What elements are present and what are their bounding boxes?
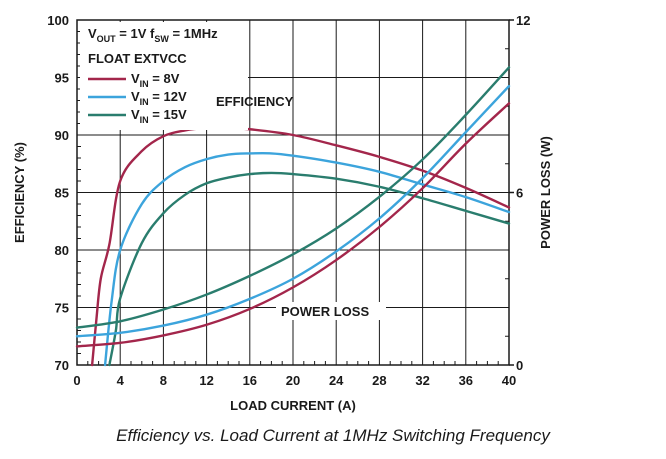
power-loss-curve-5	[75, 66, 511, 329]
annotation-box: VOUT = 1V fSW = 1MHz FLOAT EXTVCC VIN = …	[80, 22, 248, 130]
y-tick-label: 80	[55, 243, 69, 258]
x-tick-label: 12	[199, 373, 213, 388]
x-tick-label: 40	[502, 373, 516, 388]
y-tick-label: 85	[55, 186, 69, 201]
condition-vout-fsw: VOUT = 1V fSW = 1MHz	[88, 26, 218, 44]
figure-caption: Efficiency vs. Load Current at 1MHz Swit…	[116, 426, 550, 445]
x-tick-label: 32	[415, 373, 429, 388]
x-tick-label: 4	[117, 373, 125, 388]
x-tick-label: 20	[286, 373, 300, 388]
power-loss-annotation: POWER LOSS	[281, 304, 369, 319]
y2-tick-label: 12	[516, 13, 530, 28]
condition-float-extvcc: FLOAT EXTVCC	[88, 51, 187, 66]
tick-marks	[77, 19, 514, 366]
efficiency-annotation: EFFICIENCY	[216, 94, 294, 109]
legend-label: VIN = 12V	[131, 89, 187, 107]
power-loss-curve-4	[75, 84, 511, 338]
y2-tick-label: 0	[516, 358, 523, 373]
y2-tick-label: 6	[516, 186, 523, 201]
efficiency-curve-1	[103, 151, 511, 367]
x-axis-label: LOAD CURRENT (A)	[230, 398, 356, 413]
legend-label: VIN = 8V	[131, 71, 180, 89]
left-y-axis-label: EFFICIENCY (%)	[12, 142, 27, 243]
x-tick-label: 28	[372, 373, 386, 388]
x-tick-label: 24	[329, 373, 344, 388]
label-layer: 0 4 8 12 16 20 24 28 32 36 40 70 75 80 85 90 95 100 0 6 12	[47, 13, 530, 388]
x-tick-label: 16	[243, 373, 257, 388]
y-tick-label: 90	[55, 128, 69, 143]
efficiency-power-loss-chart: 0 4 8 12 16 20 24 28 32 36 40 70 75 80 85 90 95 100 0 6 12 L…	[12, 13, 553, 413]
legend-label: VIN = 15V	[131, 107, 187, 125]
power-loss-label-background	[276, 302, 386, 320]
right-y-axis-label: POWER LOSS (W)	[538, 136, 553, 249]
efficiency-curve-2	[108, 171, 511, 367]
x-tick-label: 0	[73, 373, 80, 388]
y-tick-label: 95	[55, 71, 69, 86]
power-loss-curve-3	[75, 102, 511, 348]
y-tick-label: 70	[55, 358, 69, 373]
y-tick-label: 100	[47, 13, 69, 28]
annotation-background	[80, 22, 248, 130]
x-tick-label: 36	[459, 373, 473, 388]
y-tick-label: 75	[55, 301, 69, 316]
x-tick-label: 8	[160, 373, 167, 388]
